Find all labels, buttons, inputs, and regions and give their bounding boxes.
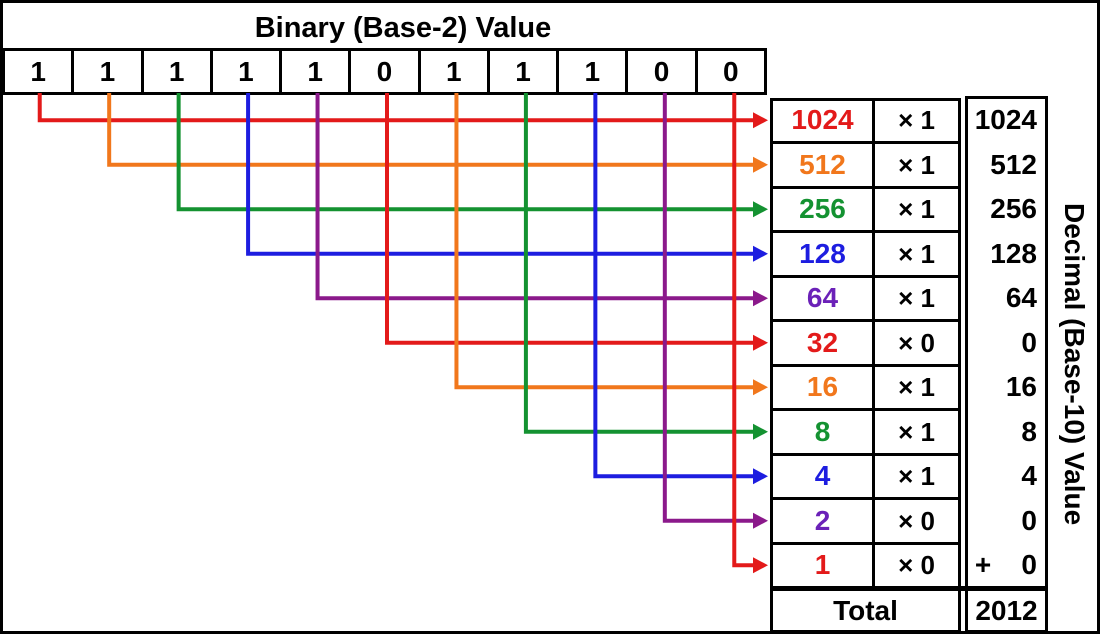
flow-arrow-32 xyxy=(385,93,755,345)
binary-bit-cell-0: 1 xyxy=(5,51,75,92)
flow-arrow-8 xyxy=(523,93,755,434)
result-8: 8 xyxy=(1021,415,1037,447)
flow-arrowhead-256 xyxy=(753,201,768,218)
binary-bit-cell-10: 0 xyxy=(723,55,739,87)
flow-arrowhead-4 xyxy=(753,468,768,485)
row-divider-9 xyxy=(770,497,961,500)
row-divider-8 xyxy=(770,452,961,456)
multiplier-16: × 1 xyxy=(898,372,935,403)
row-divider-1 xyxy=(770,141,961,144)
multiplier-1024: × 1 xyxy=(898,105,935,136)
binary-bit-cell-3: 1 xyxy=(213,51,283,92)
flow-arrowhead-128 xyxy=(753,245,768,262)
flow-arrowhead-1024 xyxy=(753,112,768,129)
multiplier-2: × 0 xyxy=(898,505,935,536)
column-divider xyxy=(872,98,875,586)
place-value-512: 512 xyxy=(799,148,846,180)
flow-arrowhead-8 xyxy=(753,423,768,440)
binary-bit-cell-6: 1 xyxy=(421,51,490,92)
flow-arrowhead-2 xyxy=(753,512,768,529)
row-divider-6 xyxy=(770,363,961,367)
decimal-side-label: Decimal (Base-10) Value xyxy=(1059,203,1090,526)
place-value-16: 16 xyxy=(806,371,839,403)
binary-bit-cell-5: 0 xyxy=(351,51,421,92)
result-128: 128 xyxy=(990,237,1037,269)
plus-sign: + xyxy=(974,549,992,581)
row-divider-2 xyxy=(770,185,961,189)
result-2: 0 xyxy=(1021,504,1037,536)
place-value-64: 64 xyxy=(806,282,839,314)
multiplier-4: × 1 xyxy=(898,461,935,492)
flow-arrowhead-32 xyxy=(753,334,768,351)
binary-bit-cell-7: 1 xyxy=(490,51,560,92)
flow-arrow-1024 xyxy=(37,93,755,123)
flow-arrowhead-512 xyxy=(753,156,768,173)
place-value-256: 256 xyxy=(799,193,846,225)
flow-arrow-16 xyxy=(454,93,755,390)
result-512: 512 xyxy=(990,148,1037,180)
result-16: 16 xyxy=(1005,371,1037,403)
place-value-1024: 1024 xyxy=(791,104,854,136)
flow-arrow-2 xyxy=(662,93,755,523)
place-value-8: 8 xyxy=(814,415,831,447)
flow-arrowhead-64 xyxy=(753,290,768,307)
flow-arrowhead-1 xyxy=(753,557,768,574)
row-divider-10 xyxy=(770,541,961,545)
flow-arrow-64 xyxy=(315,93,755,301)
row-divider-3 xyxy=(770,230,961,233)
result-64: 64 xyxy=(1005,282,1037,314)
result-1024: 1024 xyxy=(974,104,1037,136)
row-divider-5 xyxy=(770,319,961,322)
binary-bit-cell-2: 1 xyxy=(144,51,213,92)
multiplier-256: × 1 xyxy=(898,194,935,225)
multiplier-128: × 1 xyxy=(898,238,935,269)
binary-bit-cell-9: 0 xyxy=(628,51,698,92)
place-value-4: 4 xyxy=(814,460,831,492)
binary-title: Binary (Base-2) Value xyxy=(254,12,552,44)
place-value-32: 32 xyxy=(806,326,839,358)
flow-arrowhead-16 xyxy=(753,379,768,396)
place-value-128: 128 xyxy=(799,237,846,269)
multiplier-1: × 0 xyxy=(898,550,935,581)
place-value-1: 1 xyxy=(814,549,831,581)
result-1: 0 xyxy=(1021,549,1037,581)
result-256: 256 xyxy=(990,193,1037,225)
result-32: 0 xyxy=(1021,326,1037,358)
flow-arrow-128 xyxy=(246,93,755,256)
flow-arrow-4 xyxy=(593,93,755,479)
row-divider-7 xyxy=(770,408,961,411)
binary-bit-cell-1: 1 xyxy=(74,51,144,92)
place-value-2: 2 xyxy=(814,504,831,536)
flow-arrow-1 xyxy=(732,93,755,568)
result-column-box xyxy=(965,96,1048,631)
binary-bit-cell-8: 1 xyxy=(559,51,629,92)
multiplier-32: × 0 xyxy=(898,327,935,358)
total-value: 2012 xyxy=(975,595,1038,626)
sum-rule-line xyxy=(770,586,1048,591)
binary-bit-cell-4: 1 xyxy=(282,51,352,92)
multiplier-512: × 1 xyxy=(898,149,935,180)
total-label: Total xyxy=(833,595,898,626)
multiplier-64: × 1 xyxy=(898,283,935,314)
multiplier-8: × 1 xyxy=(898,416,935,447)
flow-arrow-256 xyxy=(176,93,755,212)
flow-arrow-512 xyxy=(107,93,755,167)
row-divider-4 xyxy=(770,274,961,278)
result-4: 4 xyxy=(1021,460,1037,492)
